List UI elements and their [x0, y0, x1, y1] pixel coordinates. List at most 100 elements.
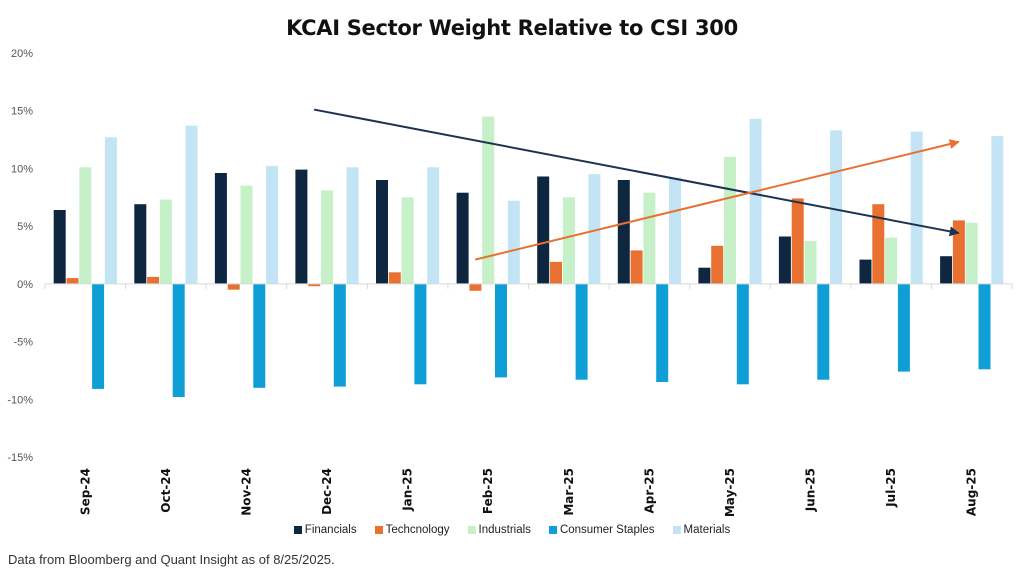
bar-techcnology [791, 198, 804, 284]
financials-trend-arrow [313, 108, 960, 237]
bar-consumer-staples [575, 283, 588, 380]
legend-item-financials: Financials [293, 524, 357, 536]
bar-techcnology [469, 283, 482, 291]
bar-industrials [401, 197, 414, 284]
bar-techcnology [872, 204, 885, 284]
y-tick-label: 5% [17, 221, 33, 233]
bar-materials [991, 136, 1004, 284]
x-tick-label: May-25 [723, 468, 737, 517]
bar-materials [749, 118, 762, 284]
legend-swatch [672, 526, 681, 534]
bar-materials [104, 137, 117, 284]
bar-industrials [643, 192, 656, 284]
legend-label: Techcnology [385, 524, 450, 536]
chart-title: KCAI Sector Weight Relative to CSI 300 [286, 16, 738, 40]
bar-techcnology [550, 261, 562, 284]
bar-materials [830, 130, 843, 284]
bar-materials [588, 174, 601, 284]
bar-materials [427, 167, 440, 284]
bar-consumer-staples [253, 283, 266, 388]
bar-financials [53, 210, 66, 284]
bar-industrials [159, 199, 172, 284]
bar-industrials [724, 156, 736, 284]
x-tick-label: Jul-25 [884, 468, 898, 508]
bars [53, 116, 1004, 397]
bar-techcnology [227, 283, 240, 290]
y-tick-label: 15% [11, 106, 33, 118]
bar-financials [859, 259, 872, 284]
legend-item-materials: Materials [672, 524, 731, 536]
bar-techcnology [952, 220, 965, 284]
bar-consumer-staples [817, 283, 830, 380]
technology-trend-arrow [474, 139, 960, 261]
y-tick-label: 0% [17, 279, 33, 291]
x-tick-label: Oct-24 [159, 468, 173, 513]
bar-techcnology [630, 250, 643, 284]
annotations [313, 108, 960, 261]
y-tick-label: -5% [13, 337, 33, 349]
bar-consumer-staples [736, 283, 749, 385]
bar-consumer-staples [333, 283, 346, 387]
bar-financials [456, 192, 469, 284]
bar-industrials [885, 237, 898, 284]
bar-techcnology [147, 276, 160, 284]
bar-consumer-staples [414, 283, 427, 385]
bar-consumer-staples [656, 283, 669, 382]
bar-techcnology [66, 278, 79, 284]
bar-materials [346, 167, 359, 284]
legend-swatch [293, 526, 302, 534]
legend-swatch [467, 526, 476, 534]
legend-item-industrials: Industrials [467, 524, 531, 536]
y-tick-label: 20% [11, 48, 33, 60]
bar-industrials [240, 185, 253, 284]
bar-financials [778, 236, 791, 284]
x-axis: Sep-24 Oct-24 Nov-24 Dec-24 Jan-25 Feb-25 Mar-… [44, 283, 1013, 517]
bar-industrials [965, 222, 978, 284]
y-tick-label: -15% [7, 452, 33, 464]
legend-item-techcnology: Techcnology [374, 524, 450, 536]
legend-item-consumer-staples: Consumer Staples [548, 524, 655, 536]
bar-industrials [562, 197, 575, 284]
footnote: Data from Bloomberg and Quant Insight as… [8, 552, 335, 567]
bar-materials [507, 200, 520, 284]
legend-label: Financials [304, 524, 357, 536]
x-tick-label: Aug-25 [965, 468, 979, 516]
bar-techcnology [711, 245, 724, 284]
y-tick-label: -10% [7, 394, 33, 406]
bar-industrials [79, 167, 92, 284]
bar-techcnology [308, 283, 321, 287]
bar-consumer-staples [92, 283, 105, 389]
y-axis: 20% 15% 10% 5% 0% -5% -10% -15% [7, 48, 33, 464]
bar-financials [698, 267, 711, 284]
bar-materials [669, 177, 681, 284]
x-tick-label: Jun-25 [804, 468, 818, 512]
bar-industrials [321, 190, 333, 284]
bar-financials [214, 173, 227, 284]
bar-financials [617, 180, 630, 284]
bar-techcnology [388, 272, 401, 284]
y-tick-label: 10% [11, 163, 33, 175]
bar-consumer-staples [897, 283, 910, 372]
x-tick-label: Nov-24 [239, 468, 253, 516]
legend-swatch [374, 526, 383, 534]
legend-label: Industrials [478, 524, 531, 536]
bar-materials [266, 166, 279, 284]
bar-industrials [804, 241, 817, 284]
x-tick-label: Feb-25 [481, 468, 495, 514]
legend: Financials Techcnology Industrials Consumer… [0, 524, 1024, 536]
bar-financials [537, 176, 550, 284]
legend-swatch [548, 526, 557, 534]
x-tick-label: Apr-25 [642, 468, 656, 513]
x-tick-label: Mar-25 [562, 468, 576, 516]
bar-consumer-staples [495, 283, 507, 378]
bar-materials [185, 125, 198, 284]
x-tick-label: Sep-24 [78, 468, 92, 515]
bar-financials [295, 169, 308, 284]
legend-label: Consumer Staples [559, 524, 655, 536]
bar-materials [910, 131, 923, 284]
bar-industrials [482, 116, 495, 284]
legend-label: Materials [683, 524, 731, 536]
bar-financials [376, 180, 388, 284]
bar-financials [134, 204, 147, 284]
